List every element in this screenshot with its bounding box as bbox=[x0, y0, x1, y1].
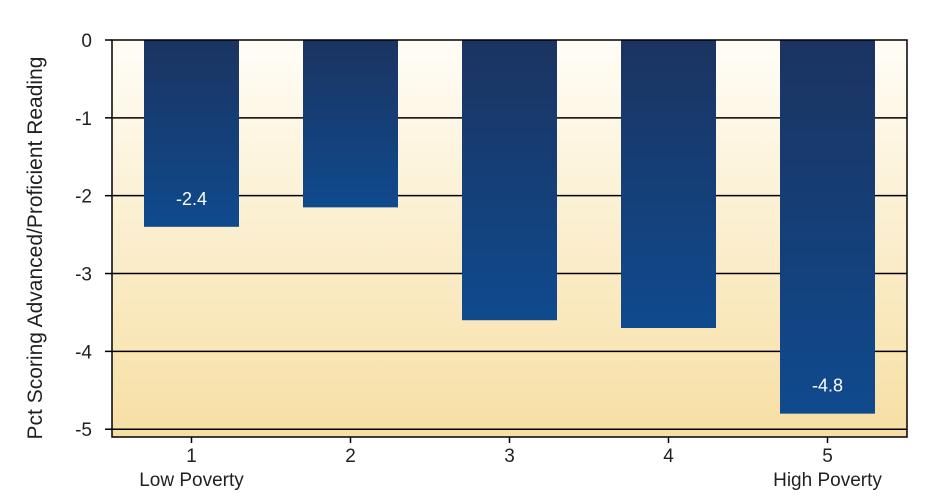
bar-5 bbox=[780, 40, 875, 414]
data-label: -4.8 bbox=[812, 376, 843, 396]
x-tick-label: 4 bbox=[663, 446, 674, 467]
x-tick-label: 3 bbox=[504, 446, 515, 467]
x-sublabel: High Poverty bbox=[773, 470, 882, 491]
bar-2 bbox=[303, 40, 398, 208]
y-tick-label: -1 bbox=[75, 109, 92, 130]
x-tick-label: 1 bbox=[186, 446, 197, 467]
data-label: -2.4 bbox=[176, 189, 207, 209]
y-tick-label: -2 bbox=[75, 187, 92, 208]
x-sublabel: Low Poverty bbox=[139, 470, 244, 491]
y-axis-label: Pct Scoring Advanced/Proficient Reading bbox=[24, 57, 47, 440]
y-tick-label: 0 bbox=[81, 31, 92, 52]
x-tick-label: 2 bbox=[345, 446, 356, 467]
bar-3 bbox=[462, 40, 557, 321]
bar-4 bbox=[621, 40, 716, 329]
y-tick-label: -4 bbox=[75, 342, 92, 363]
y-axis-ticks: 0 -1 -2 -3 -4 -5 bbox=[75, 31, 112, 441]
bars bbox=[144, 40, 875, 414]
y-tick-label: -3 bbox=[75, 265, 92, 286]
x-axis-ticks: 1 Low Poverty 2 3 4 5 High Poverty bbox=[139, 437, 882, 491]
x-tick-label: 5 bbox=[822, 446, 833, 467]
data-labels: -2.4 -4.8 bbox=[176, 189, 843, 396]
y-tick-label: -5 bbox=[75, 420, 92, 441]
bar-1 bbox=[144, 40, 239, 227]
